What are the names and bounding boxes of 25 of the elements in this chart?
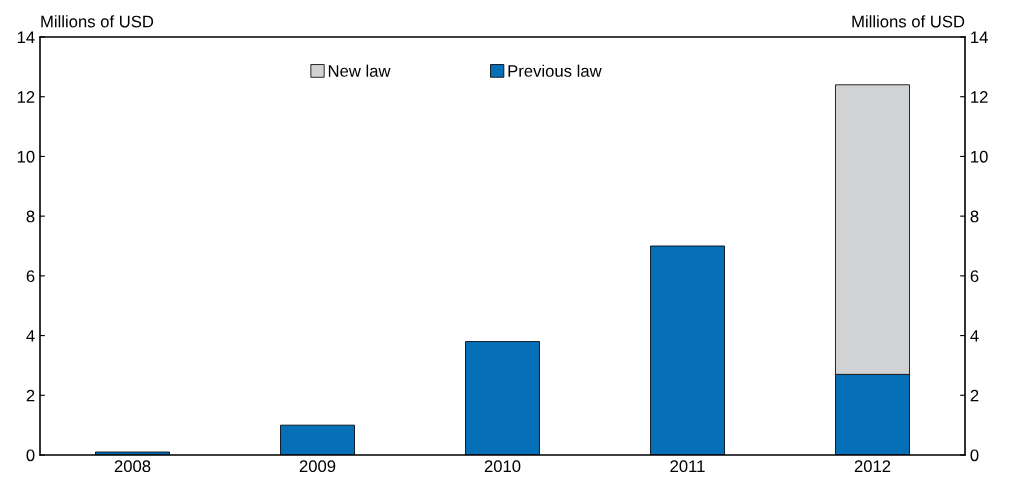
y-tick-label: 10 — [17, 150, 35, 163]
y2-tick-label: 12 — [971, 91, 988, 103]
y2-tick-label: 6 — [970, 270, 979, 283]
y2-tick-label: 4 — [970, 330, 979, 342]
y-tick-label: 12 — [17, 91, 35, 103]
y-tick-label: 2 — [26, 389, 35, 402]
y-tick-label: 4 — [26, 330, 35, 342]
x-tick-label: 2008 — [114, 460, 151, 473]
legend-label: Previous law — [508, 64, 602, 77]
y-tick-label: 8 — [26, 210, 35, 223]
y2-tick-label: 10 — [971, 150, 988, 163]
legend-label: New law — [328, 64, 391, 77]
y2-tick-label: 2 — [970, 389, 979, 402]
y-axis-title: Millions of USD — [41, 15, 154, 28]
y-tick-label: 6 — [26, 270, 35, 283]
x-tick-label: 2010 — [484, 460, 521, 473]
y-tick-label: 14 — [17, 31, 35, 44]
x-tick-label: 2012 — [854, 460, 891, 473]
y2-axis-title: Millions of USD — [852, 15, 965, 28]
y-tick-label: 0 — [26, 449, 35, 462]
y2-tick-label: 0 — [970, 449, 979, 462]
y2-tick-label: 14 — [971, 31, 988, 44]
x-tick-label: 2009 — [299, 460, 336, 473]
y2-tick-label: 8 — [970, 210, 979, 223]
x-tick-label: 2011 — [670, 460, 705, 473]
